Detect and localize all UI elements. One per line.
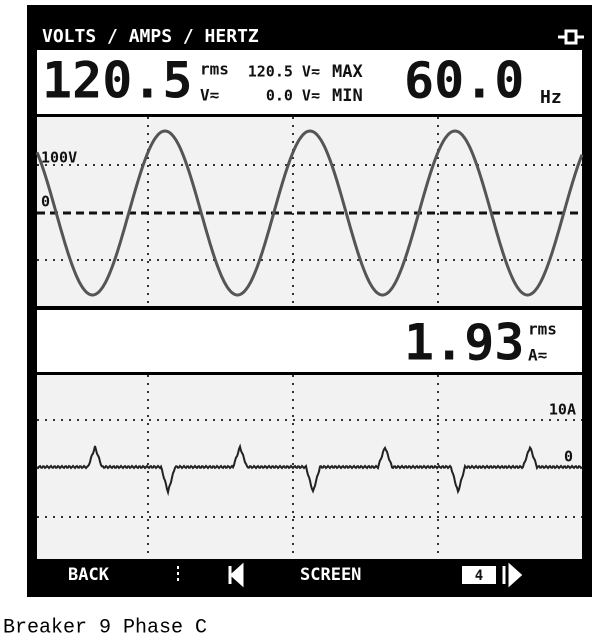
current-reading-box bbox=[37, 310, 582, 372]
frequency: 60.0 bbox=[404, 52, 524, 110]
current-trace bbox=[36, 443, 583, 497]
max-label: MAX bbox=[332, 62, 363, 82]
header-title: VOLTS / AMPS / HERTZ bbox=[42, 26, 259, 47]
current-unit-top: rms bbox=[528, 320, 557, 339]
page-number[interactable]: 4 bbox=[475, 568, 483, 584]
current-unit-bottom: A≂ bbox=[528, 346, 547, 365]
current-reading: 1.93 bbox=[404, 314, 524, 372]
skip-forward-icon[interactable] bbox=[502, 562, 523, 588]
grid bbox=[37, 117, 582, 559]
voltage-trace bbox=[35, 129, 584, 297]
voltage-zero: 0 bbox=[41, 193, 50, 211]
voltage-unit-top: rms bbox=[200, 60, 229, 79]
current-scale: 10A bbox=[549, 401, 576, 419]
plug-icon bbox=[558, 29, 584, 45]
max-value: 120.5 V≂ bbox=[248, 63, 320, 81]
voltage-reading: 120.5 bbox=[42, 52, 193, 110]
softkey-back[interactable]: BACK bbox=[68, 565, 110, 585]
voltage-reading-box bbox=[37, 50, 582, 114]
min-label: MIN bbox=[332, 86, 363, 106]
page-box bbox=[462, 566, 496, 584]
caption: Breaker 9 Phase C bbox=[3, 616, 207, 638]
frequency-unit: Hz bbox=[540, 87, 562, 108]
softkey-screen[interactable]: SCREEN bbox=[300, 565, 361, 585]
waveforms bbox=[35, 129, 584, 497]
min-value: 0.0 V≂ bbox=[266, 87, 320, 105]
voltage-scale: 100V bbox=[41, 149, 77, 167]
current-zero: 0 bbox=[564, 448, 573, 466]
skip-back-icon[interactable] bbox=[228, 562, 244, 588]
voltage-unit-bottom: V≂ bbox=[200, 86, 219, 105]
